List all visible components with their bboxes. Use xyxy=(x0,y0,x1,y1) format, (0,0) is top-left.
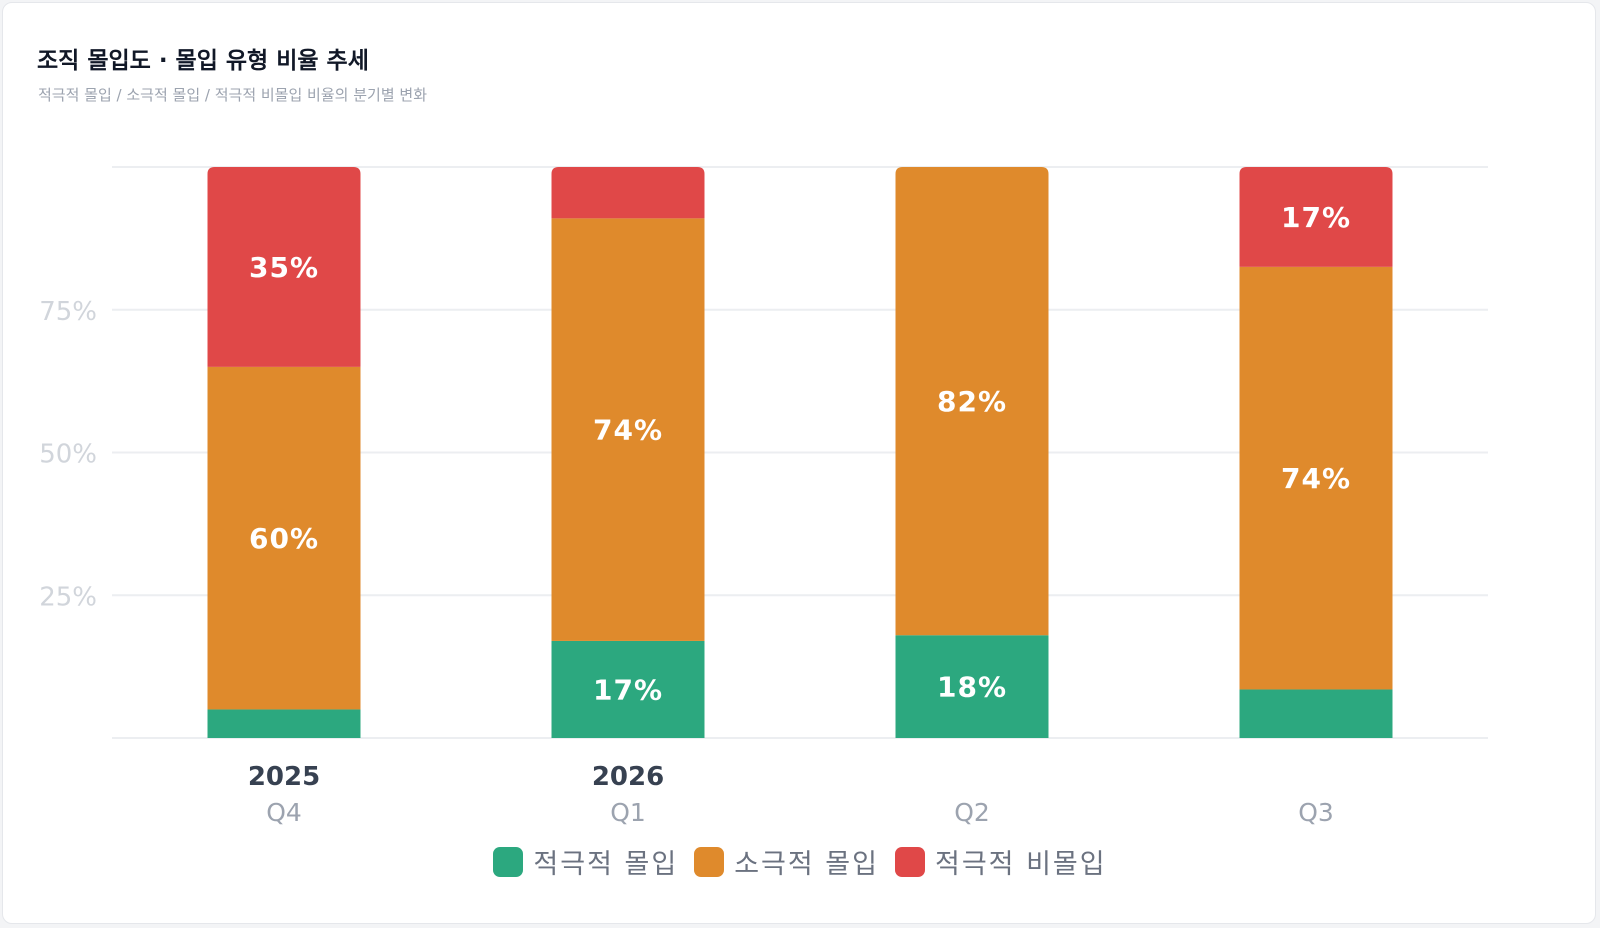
bar-segment-passive xyxy=(1239,266,1393,690)
chart-subtitle: 적극적 몰입 / 소극적 몰입 / 적극적 비몰입 비율의 분기별 변화 xyxy=(38,86,427,104)
y-tick-label: 50% xyxy=(39,440,97,470)
legend-label: 적극적 몰입 xyxy=(533,849,679,880)
data-label: 74% xyxy=(593,414,663,447)
legend-swatch xyxy=(694,846,725,877)
data-label: 17% xyxy=(593,673,663,706)
legend-swatch xyxy=(493,846,524,877)
data-label: 82% xyxy=(937,385,1007,418)
bar-segment-active xyxy=(1239,689,1393,738)
bar-segment-active xyxy=(207,709,361,738)
legend-item-active: 적극적 몰입 xyxy=(493,842,678,881)
data-label: 17% xyxy=(1281,201,1351,234)
data-label: 74% xyxy=(1281,462,1351,495)
bar-segment-passive xyxy=(551,218,705,641)
bar-segment-active xyxy=(895,635,1049,738)
legend-item-passive: 소극적 몰입 xyxy=(694,842,879,881)
bar-segment-passive xyxy=(895,167,1049,636)
y-tick-label: 25% xyxy=(39,582,97,612)
y-tick-label: 75% xyxy=(39,297,97,327)
x-year-label: 2026 xyxy=(592,762,664,792)
x-category-label: Q1 xyxy=(610,798,646,827)
chart-title: 조직 몰입도 · 몰입 유형 비율 추세 xyxy=(37,48,369,74)
bar-segment-disengaged xyxy=(551,167,705,219)
legend-item-disengaged: 적극적 비몰입 xyxy=(894,842,1107,881)
bar-segment-active xyxy=(551,640,705,738)
x-year-label: 2025 xyxy=(248,762,320,792)
bar-segment-passive xyxy=(207,366,361,710)
legend-label: 소극적 몰입 xyxy=(734,849,879,880)
legend-swatch xyxy=(894,846,925,877)
x-category-label: Q2 xyxy=(954,798,990,827)
data-label: 60% xyxy=(249,522,319,555)
data-label: 18% xyxy=(937,671,1007,704)
data-label: 35% xyxy=(249,251,319,284)
x-category-label: Q3 xyxy=(1298,798,1334,827)
bar-segment-disengaged xyxy=(1239,167,1393,267)
legend-label: 적극적 비몰입 xyxy=(934,849,1107,880)
chart-legend: 적극적 몰입 소극적 몰입 적극적 비몰입 xyxy=(0,842,1600,881)
bar-segment-disengaged xyxy=(207,167,361,367)
x-category-label: Q4 xyxy=(266,798,302,827)
